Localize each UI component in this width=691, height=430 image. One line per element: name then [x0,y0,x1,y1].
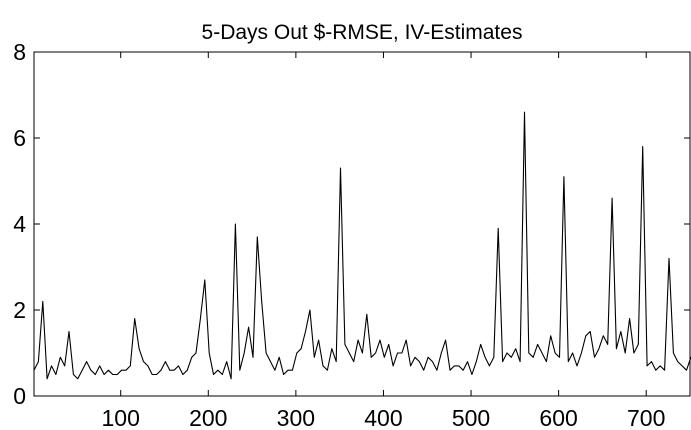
chart-title: 5-Days Out $-RMSE, IV-Estimates [202,21,523,44]
x-tick-label: 100 [102,405,140,430]
x-tick-label: 500 [452,405,490,430]
y-tick-label: 2 [13,297,26,323]
y-tick-label: 4 [13,211,26,237]
axis-ticks: 100 200 300 400 500 600 700 0 2 4 6 8 [13,39,690,430]
y-tick-label: 0 [13,383,26,409]
y-tick-label: 6 [13,125,26,151]
series-line [33,111,691,380]
y-tick-label: 8 [13,39,26,65]
x-tick-label: 300 [277,405,315,430]
x-tick-label: 200 [189,405,227,430]
x-tick-label: 600 [539,405,577,430]
series-layer [33,111,691,380]
x-tick-label: 700 [627,405,665,430]
x-tick-label: 400 [364,405,402,430]
